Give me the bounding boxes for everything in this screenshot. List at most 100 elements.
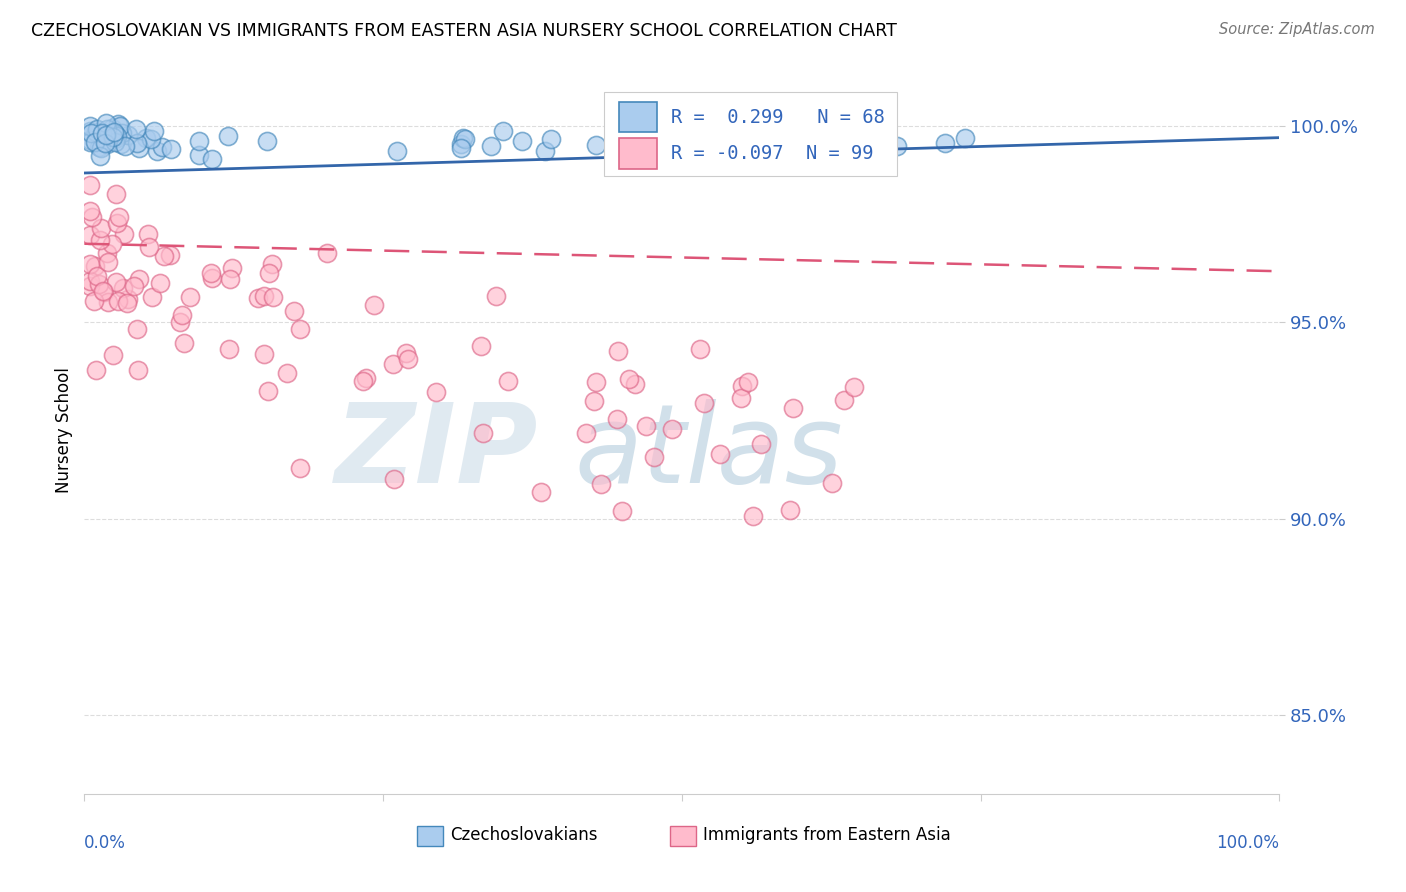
Point bbox=[606, 412, 628, 426]
Point bbox=[86, 268, 108, 283]
Point bbox=[112, 281, 135, 295]
Point bbox=[103, 127, 125, 141]
Y-axis label: Nursery School: Nursery School bbox=[55, 368, 73, 493]
Point bbox=[90, 221, 112, 235]
Point bbox=[101, 126, 124, 140]
Point bbox=[104, 135, 127, 149]
Point bbox=[385, 144, 408, 158]
Point bbox=[101, 120, 124, 135]
Point bbox=[485, 289, 508, 303]
Point bbox=[79, 274, 101, 288]
Point bbox=[83, 259, 105, 273]
Point bbox=[450, 137, 472, 152]
Point bbox=[117, 293, 139, 307]
Text: Czechoslovakians: Czechoslovakians bbox=[450, 826, 598, 845]
Point bbox=[395, 346, 418, 360]
FancyBboxPatch shape bbox=[605, 93, 897, 176]
Point bbox=[530, 485, 553, 500]
Point bbox=[643, 450, 665, 464]
Point bbox=[661, 422, 683, 436]
Text: CZECHOSLOVAKIAN VS IMMIGRANTS FROM EASTERN ASIA NURSERY SCHOOL CORRELATION CHART: CZECHOSLOVAKIAN VS IMMIGRANTS FROM EASTE… bbox=[31, 22, 897, 40]
Point bbox=[103, 125, 125, 139]
Point bbox=[534, 144, 557, 158]
Point bbox=[953, 130, 976, 145]
Point bbox=[141, 290, 163, 304]
Point bbox=[173, 336, 195, 351]
Point bbox=[262, 290, 284, 304]
Point bbox=[709, 447, 731, 461]
Point bbox=[290, 322, 312, 336]
Point bbox=[108, 120, 131, 134]
Point bbox=[79, 227, 101, 242]
Point bbox=[886, 139, 908, 153]
Point bbox=[103, 348, 125, 362]
Point bbox=[256, 384, 278, 398]
Point bbox=[218, 342, 240, 356]
Point bbox=[83, 293, 105, 308]
Point bbox=[842, 380, 865, 394]
Point bbox=[200, 266, 222, 280]
Point bbox=[219, 272, 242, 286]
Point bbox=[89, 139, 111, 153]
Point bbox=[617, 372, 640, 386]
Point bbox=[124, 278, 146, 293]
Point bbox=[114, 139, 136, 153]
Point bbox=[695, 128, 717, 142]
Point bbox=[256, 134, 278, 148]
Point bbox=[472, 426, 495, 441]
Text: R = -0.097  N = 99: R = -0.097 N = 99 bbox=[671, 144, 873, 163]
Point bbox=[730, 392, 752, 406]
Point bbox=[583, 394, 606, 409]
Point bbox=[96, 121, 118, 136]
Point bbox=[479, 138, 502, 153]
FancyBboxPatch shape bbox=[619, 138, 657, 169]
Point bbox=[253, 347, 276, 361]
Point bbox=[93, 285, 115, 299]
Point bbox=[128, 272, 150, 286]
Point bbox=[644, 136, 666, 151]
Point bbox=[111, 126, 134, 140]
Point bbox=[86, 122, 108, 136]
Point bbox=[160, 142, 183, 156]
Point bbox=[201, 271, 224, 285]
Point bbox=[105, 187, 128, 202]
Point bbox=[589, 477, 612, 491]
Point bbox=[316, 246, 339, 260]
Point bbox=[127, 136, 149, 151]
FancyBboxPatch shape bbox=[619, 102, 657, 132]
Point bbox=[82, 211, 104, 225]
Text: Source: ZipAtlas.com: Source: ZipAtlas.com bbox=[1219, 22, 1375, 37]
Point bbox=[105, 129, 128, 144]
Point bbox=[470, 339, 492, 353]
Point bbox=[574, 425, 596, 440]
Point bbox=[89, 233, 111, 247]
Point bbox=[612, 138, 634, 153]
Point bbox=[288, 461, 311, 475]
Text: 0.0%: 0.0% bbox=[84, 834, 127, 852]
Point bbox=[585, 376, 607, 390]
Point bbox=[79, 124, 101, 138]
Point bbox=[124, 121, 146, 136]
Point bbox=[94, 115, 117, 129]
Point bbox=[253, 289, 276, 303]
Text: atlas: atlas bbox=[575, 399, 844, 506]
Point bbox=[779, 503, 801, 517]
Point bbox=[96, 137, 118, 152]
Point bbox=[84, 125, 107, 139]
Point bbox=[246, 291, 269, 305]
Point bbox=[108, 210, 131, 224]
Point bbox=[143, 124, 166, 138]
Point bbox=[693, 396, 716, 410]
Point bbox=[79, 133, 101, 147]
Point bbox=[150, 139, 173, 153]
Point bbox=[138, 240, 160, 254]
Point bbox=[97, 295, 120, 310]
Point bbox=[89, 149, 111, 163]
Point bbox=[80, 126, 103, 140]
Point bbox=[172, 308, 194, 322]
Point bbox=[84, 135, 107, 149]
Point bbox=[107, 131, 129, 145]
Point bbox=[585, 138, 607, 153]
Point bbox=[425, 385, 447, 400]
Point bbox=[276, 366, 298, 380]
